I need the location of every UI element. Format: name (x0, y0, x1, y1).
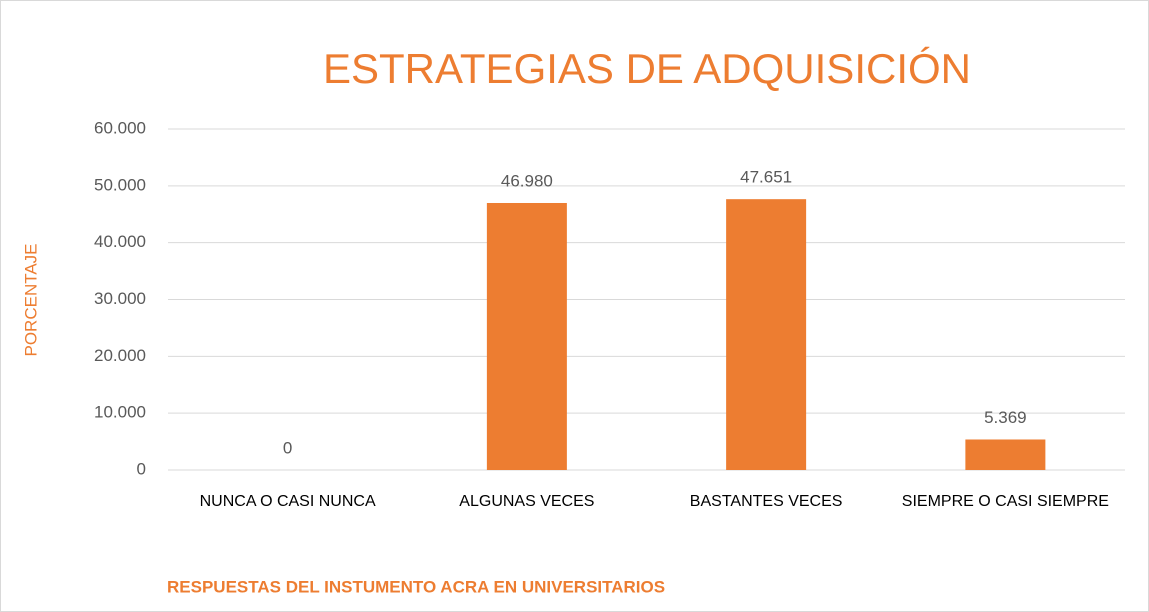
x-tick-label: BASTANTES VECES (689, 493, 843, 510)
y-axis-label: PORCENTAJE (21, 243, 40, 356)
y-tick-label: 10.000 (94, 403, 146, 422)
chart-title: ESTRATEGIAS DE ADQUISICIÓN (323, 45, 971, 92)
data-label: 47.651 (740, 168, 792, 187)
data-label: 5.369 (984, 408, 1027, 427)
bar (486, 202, 567, 470)
y-tick-label: 50.000 (94, 175, 146, 194)
y-tick-label: 60.000 (94, 118, 146, 137)
y-tick-label: 40.000 (94, 232, 146, 251)
y-tick-label: 0 (137, 459, 146, 478)
y-tick-label: 30.000 (94, 289, 146, 308)
data-label: 46.980 (501, 171, 553, 190)
bar (726, 199, 807, 471)
data-label: 0 (283, 438, 292, 457)
x-tick-label: SIEMPRE O CASI SIEMPRE (901, 493, 1109, 510)
x-tick-label: ALGUNAS VECES (459, 493, 595, 510)
y-tick-label: 20.000 (94, 346, 146, 365)
bar (965, 439, 1046, 470)
x-axis-label: RESPUESTAS DEL INSTUMENTO ACRA EN UNIVER… (167, 577, 665, 596)
x-tick-label: NUNCA O CASI NUNCA (199, 493, 376, 510)
